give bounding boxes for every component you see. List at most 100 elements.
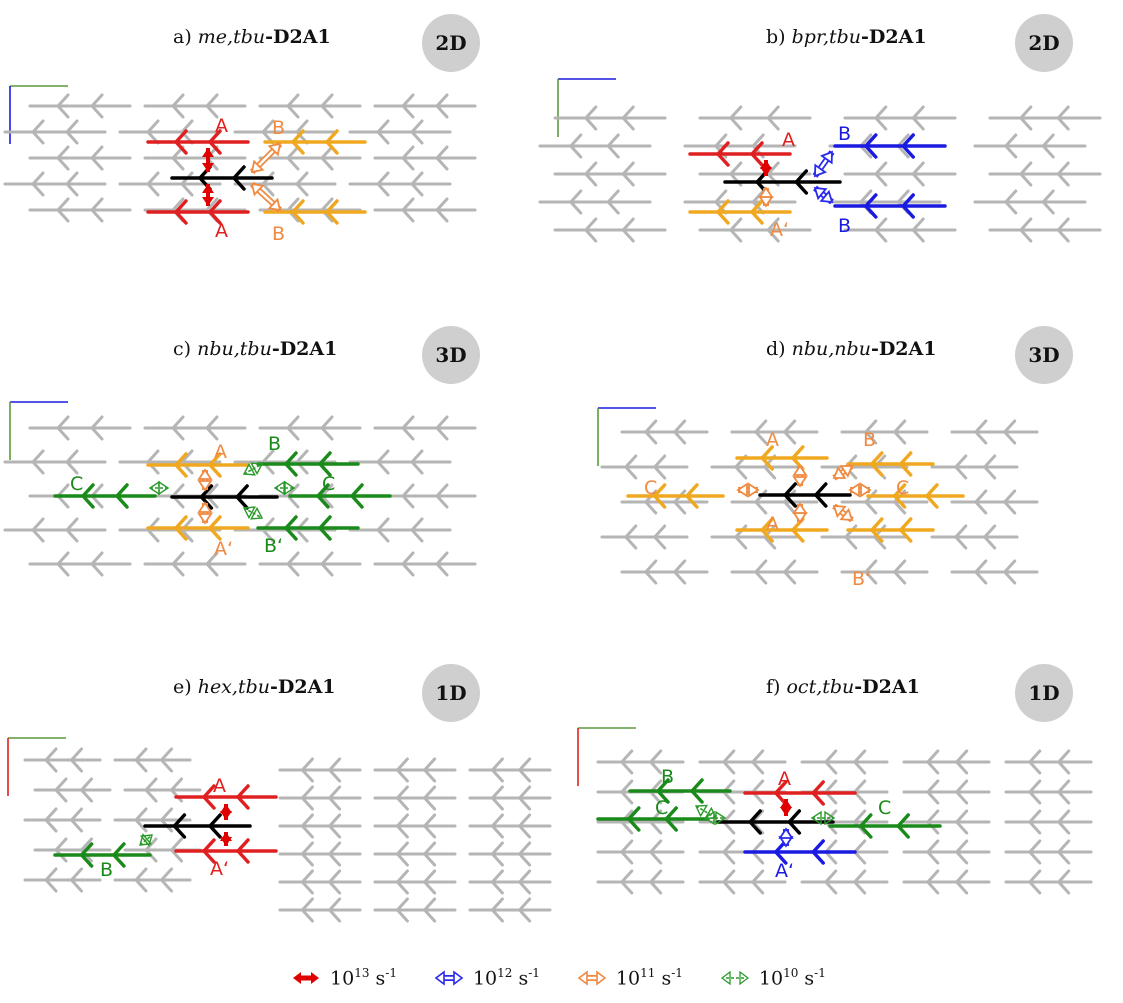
panel-d-molecule-C-right	[866, 483, 965, 509]
panel-d-label-B: B	[863, 429, 876, 451]
lattice-molecule	[373, 785, 457, 811]
lattice-molecule	[902, 809, 991, 835]
lattice-molecule	[930, 524, 1019, 550]
panel-a-label-B: B	[272, 117, 285, 139]
panel-a-dim-badge: 2D	[422, 14, 480, 72]
lattice-molecule	[143, 415, 247, 441]
panel-a-label-B2: B	[272, 223, 285, 245]
lattice-molecule	[258, 145, 362, 171]
panel-b-dim-badge: 2D	[1015, 14, 1073, 72]
lattice-molecule	[233, 517, 337, 543]
lattice-molecule	[3, 517, 107, 543]
panel-a-arrow-A1	[202, 148, 214, 172]
lattice-molecule	[973, 133, 1087, 159]
panel-c-label-C-left: C	[70, 473, 83, 495]
panel-d-title: d) nbu,nbu-D2A1	[766, 338, 937, 360]
panel-e-molecule-A-prime	[174, 838, 278, 864]
panel-a-arrow-B1	[249, 141, 283, 175]
lattice-molecule	[28, 93, 132, 119]
panel-d-dim-badge: 3D	[1015, 326, 1073, 384]
panel-a-molecule-B-bottom	[263, 199, 367, 225]
panel-a-arrow-A2	[202, 184, 214, 206]
panel-e-label-B: B	[100, 859, 113, 881]
panel-f-arrow-C-left	[703, 810, 727, 826]
lattice-molecule	[683, 189, 797, 215]
lattice-molecule	[698, 869, 787, 895]
lattice-molecule	[902, 749, 991, 775]
lattice-molecule	[278, 897, 362, 923]
panel-c-arrow-A-prime	[197, 501, 213, 525]
lattice-molecule	[373, 145, 477, 171]
lattice-molecule	[1004, 779, 1093, 805]
lattice-molecule	[468, 785, 552, 811]
panel-e-arrow-B	[139, 833, 153, 847]
panel-d-molecule-B-prime	[846, 517, 935, 543]
lattice-molecule	[258, 93, 362, 119]
lattice-molecule	[233, 119, 337, 145]
panel-b-molecule-B-top	[833, 133, 947, 159]
lattice-molecule	[278, 785, 362, 811]
panel-e-title: e) hex,tbu-D2A1	[173, 676, 336, 698]
lattice-molecule	[118, 517, 222, 543]
panel-c-arrow-C-left	[148, 480, 170, 496]
lattice-molecule	[28, 551, 132, 577]
panel-f-title: f) oct,tbu-D2A1	[766, 676, 920, 698]
panel-d-molecule-C-left	[626, 483, 725, 509]
panel-f-molecule-A	[743, 780, 857, 806]
blue-outline-double-arrow-icon	[434, 970, 464, 986]
lattice-molecule	[468, 841, 552, 867]
lattice-molecule	[1004, 869, 1093, 895]
lattice-molecule	[373, 897, 457, 923]
panel-f-molecule-C-right	[828, 813, 942, 839]
panel-e-arrow-A-prime	[220, 832, 232, 846]
panel-d-arrow-B-prime	[832, 503, 854, 523]
lattice-molecule	[28, 145, 132, 171]
lattice-molecule	[468, 813, 552, 839]
panel-f-label-A: A	[778, 768, 791, 790]
lattice-molecule	[28, 197, 132, 223]
panel-e-label-A-prime: A‘	[210, 858, 229, 880]
lattice-molecule	[113, 747, 192, 773]
panel-b-label-A: A	[782, 129, 795, 151]
panel-f-arrow-C-right	[810, 810, 836, 826]
lattice-molecule	[143, 551, 247, 577]
lattice-molecule	[553, 161, 667, 187]
panel-a-molecule-A-bottom	[146, 199, 250, 225]
lattice-molecule	[373, 197, 477, 223]
lattice-molecule	[23, 867, 102, 893]
lattice-molecule	[373, 869, 457, 895]
solid-red-double-arrow-icon	[293, 971, 319, 984]
panel-c-arrow-C-right	[273, 480, 296, 496]
lattice-molecule	[950, 419, 1039, 445]
lattice-molecule	[23, 747, 102, 773]
panel-c-reference-molecule	[170, 484, 279, 510]
panel-d-arrow-A-top	[792, 464, 808, 488]
lattice-molecule	[373, 93, 477, 119]
lattice-molecule	[28, 415, 132, 441]
panel-c-label-C-right: C	[322, 473, 335, 495]
panel-d-arrow-A-bottom	[792, 502, 808, 524]
lattice-molecule	[468, 757, 552, 783]
panel-b-lattice	[538, 105, 1102, 243]
panel-c-molecule-A	[146, 452, 250, 478]
lattice-molecule	[118, 449, 222, 475]
lattice-molecule	[1004, 839, 1093, 865]
panel-d-arrow-B	[832, 463, 854, 481]
lattice-molecule	[258, 551, 362, 577]
panel-e-dim-badge: 1D	[422, 664, 480, 722]
lattice-molecule	[143, 197, 247, 223]
lattice-molecule	[373, 757, 457, 783]
panel-d-label-B-prime: B‘	[852, 568, 871, 590]
lattice-molecule	[258, 415, 362, 441]
panel-b-arrow-A-prime	[758, 186, 774, 208]
panel-c-label-B: B	[268, 433, 281, 455]
panel-c-label-A: A	[214, 441, 227, 463]
lattice-molecule	[843, 161, 957, 187]
lattice-molecule	[843, 217, 957, 243]
lattice-molecule	[143, 145, 247, 171]
lattice-molecule	[1004, 809, 1093, 835]
panel-a-molecule-B-top	[263, 129, 367, 155]
panel-e-molecule-A	[174, 784, 278, 810]
lattice-molecule	[902, 839, 991, 865]
